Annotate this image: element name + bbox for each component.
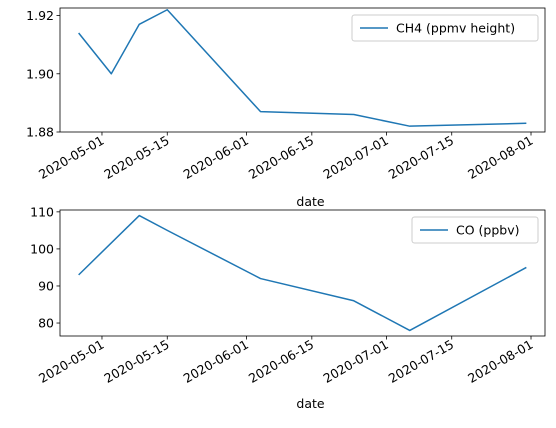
x-tick-label: 2020-06-15 [246, 133, 316, 182]
x-tick-label: 2020-05-15 [101, 133, 171, 182]
x-tick-label: 2020-07-15 [386, 133, 456, 182]
legend-label: CH4 (ppmv height) [396, 21, 515, 36]
y-tick-label: 1.92 [26, 8, 54, 23]
series-line [78, 9, 527, 127]
y-tick-label: 1.90 [26, 66, 54, 81]
legend-box [411, 216, 539, 244]
x-axis-label: date [296, 194, 324, 209]
x-tick-label: 2020-07-15 [386, 337, 456, 386]
axes-frame [59, 209, 546, 337]
x-tick-label: 2020-06-15 [246, 337, 316, 386]
x-tick-label: 2020-07-01 [321, 337, 391, 386]
y-tick-label: 110 [30, 204, 54, 219]
x-tick-label: 2020-05-01 [36, 337, 106, 386]
y-tick-label: 100 [30, 241, 54, 256]
x-tick-label: 2020-07-01 [321, 133, 391, 182]
x-tick-label: 2020-08-01 [465, 133, 535, 182]
legend: CH4 (ppmv height) [351, 14, 539, 42]
y-tick-label: 80 [38, 316, 54, 331]
x-tick-label: 2020-08-01 [465, 337, 535, 386]
y-tick-label: 90 [38, 278, 54, 293]
y-tick-label: 1.88 [26, 125, 54, 140]
series-line [78, 214, 527, 332]
x-axis-label: date [296, 396, 324, 411]
legend-box [351, 14, 539, 42]
x-tick-label: 2020-05-15 [101, 337, 171, 386]
legend: CO (ppbv) [411, 216, 539, 244]
legend-label: CO (ppbv) [456, 223, 520, 238]
x-tick-label: 2020-05-01 [36, 133, 106, 182]
x-tick-label: 2020-06-01 [181, 337, 251, 386]
x-tick-label: 2020-06-01 [181, 133, 251, 182]
axes-frame [59, 7, 546, 133]
